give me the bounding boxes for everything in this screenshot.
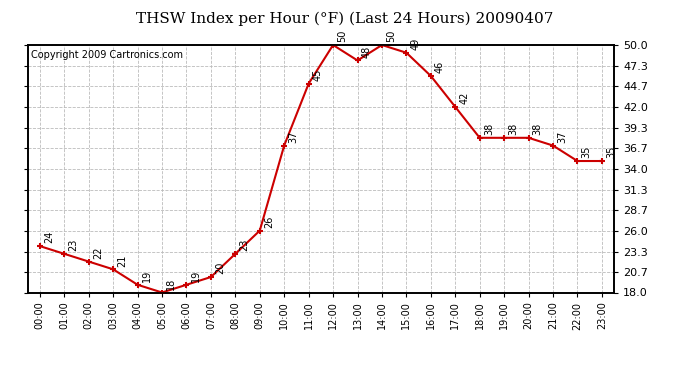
Text: 35: 35 bbox=[606, 146, 616, 158]
Text: 50: 50 bbox=[337, 30, 347, 42]
Text: 23: 23 bbox=[68, 238, 79, 251]
Text: 38: 38 bbox=[533, 123, 543, 135]
Text: 46: 46 bbox=[435, 61, 445, 73]
Text: 45: 45 bbox=[313, 69, 323, 81]
Text: 42: 42 bbox=[460, 92, 469, 104]
Text: THSW Index per Hour (°F) (Last 24 Hours) 20090407: THSW Index per Hour (°F) (Last 24 Hours)… bbox=[137, 11, 553, 26]
Text: 24: 24 bbox=[44, 231, 54, 243]
Text: 22: 22 bbox=[93, 246, 103, 259]
Text: 37: 37 bbox=[557, 130, 567, 143]
Text: 19: 19 bbox=[190, 270, 201, 282]
Text: 35: 35 bbox=[582, 146, 591, 158]
Text: 48: 48 bbox=[362, 45, 372, 58]
Text: Copyright 2009 Cartronics.com: Copyright 2009 Cartronics.com bbox=[30, 50, 183, 60]
Text: 49: 49 bbox=[411, 38, 420, 50]
Text: 18: 18 bbox=[166, 278, 176, 290]
Text: 21: 21 bbox=[117, 254, 127, 267]
Text: 23: 23 bbox=[239, 238, 250, 251]
Text: 38: 38 bbox=[509, 123, 518, 135]
Text: 38: 38 bbox=[484, 123, 494, 135]
Text: 19: 19 bbox=[141, 270, 152, 282]
Text: 26: 26 bbox=[264, 216, 274, 228]
Text: 37: 37 bbox=[288, 130, 298, 143]
Text: 20: 20 bbox=[215, 262, 225, 274]
Text: 50: 50 bbox=[386, 30, 396, 42]
